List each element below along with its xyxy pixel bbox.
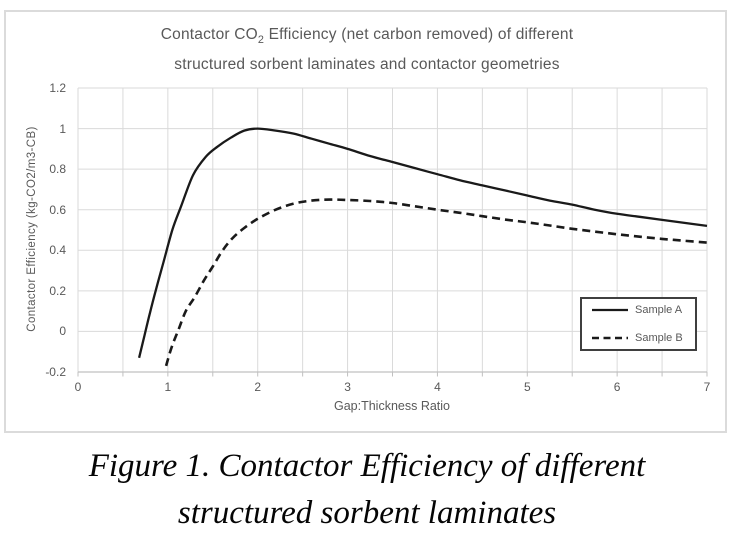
solid-line-icon [592,308,628,312]
dashed-line-icon [592,336,628,340]
x-tick-label: 6 [613,380,621,394]
chart-title-line2: structured sorbent laminates and contact… [174,56,560,73]
chart-title-text: Contactor CO [160,26,258,43]
x-tick-label: 0 [74,380,82,394]
y-tick-label: 0.6 [49,202,66,217]
chart-title-subscript: 2 [257,34,265,47]
y-tick-label: -0.2 [45,365,66,379]
series-line-sample-a [137,127,708,359]
x-tick-label: 5 [523,380,531,394]
x-tick-label: 7 [703,380,711,394]
chart-title: Contactor CO2 Efficiency (net carbon rem… [0,20,734,80]
figure-caption-line1: Figure 1. Contactor Efficiency of differ… [88,448,646,484]
legend: Sample A Sample B [580,297,697,351]
x-tick-label: 4 [434,380,441,394]
x-axis-title: Gap:Thickness Ratio [333,399,451,413]
legend-entry-sample-b: Sample B [591,332,691,344]
x-tick-label: 1 [164,380,172,394]
y-tick-label: 0.2 [49,283,66,298]
y-tick-label: 1.2 [49,81,66,95]
x-tick-label: 2 [254,380,262,394]
legend-label-sample-a: Sample A [635,304,683,316]
chart-frame [4,10,727,433]
series-line-sample-b [164,198,708,367]
legend-entry-sample-a: Sample A [591,304,691,316]
figure-caption: Figure 1. Contactor Efficiency of differ… [0,443,734,537]
figure-caption-line2: structured sorbent laminates [177,495,557,531]
y-tick-label: 1 [59,121,66,136]
y-tick-label: 0 [59,324,66,339]
y-axis-title: Contactor Efficiency (kg-CO2/m3-CB) [26,126,38,332]
chart-title-line1: Contactor CO2 Efficiency (net carbon rem… [0,20,734,50]
x-tick-label: 3 [344,380,351,394]
legend-label-sample-b: Sample B [635,332,683,344]
y-tick-label: 0.4 [49,243,66,258]
y-tick-label: 0.8 [49,162,66,177]
chart-title-text: Efficiency (net carbon removed) of diffe… [264,26,574,43]
